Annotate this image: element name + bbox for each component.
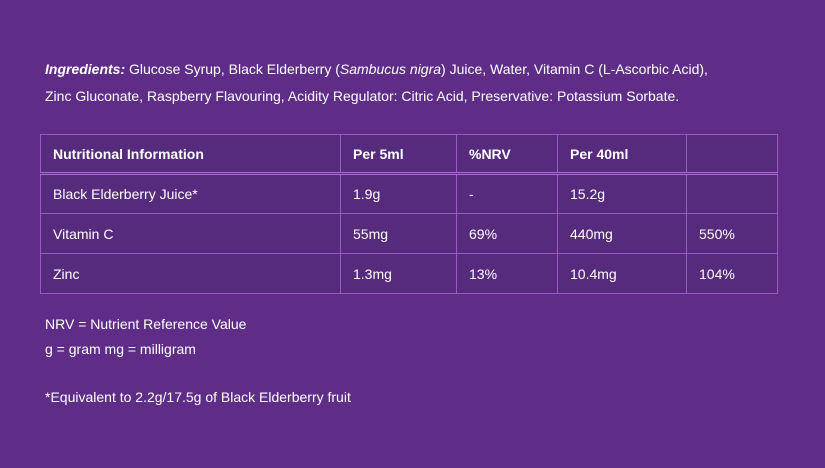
table-row: Vitamin C 55mg 69% 440mg 550% [40, 213, 778, 254]
header-cell: Per 40ml [557, 134, 687, 175]
table-cell: 104% [686, 253, 778, 294]
footnote-units: g = gram mg = milligram [45, 341, 196, 357]
table-cell: 1.3mg [340, 253, 457, 294]
table-cell: 1.9g [340, 173, 457, 214]
table-cell: 550% [686, 213, 778, 254]
table-cell: 69% [456, 213, 558, 254]
footnote-nrv: NRV = Nutrient Reference Value [45, 316, 247, 332]
table-row: Zinc 1.3mg 13% 10.4mg 104% [40, 253, 778, 294]
header-cell: Nutritional Information [40, 134, 341, 175]
nutrition-table: Nutritional Information Per 5ml %NRV Per 40… [40, 134, 778, 294]
ingredients-text: Ingredients: Glucose Syrup, Black Elderb… [45, 56, 810, 110]
ingredients-segment: Ingredients: [45, 61, 130, 77]
table-cell: 55mg [340, 213, 457, 254]
table-cell [686, 173, 778, 214]
ingredients-segment: Zinc Gluconate, Raspberry Flavouring, Ac… [45, 88, 680, 104]
table-cell: 15.2g [557, 173, 687, 214]
table-row: Black Elderberry Juice* 1.9g -15.2g [40, 173, 778, 214]
ingredients-segment: Sambucus nigra [339, 61, 442, 77]
table-cell: Black Elderberry Juice* [40, 173, 341, 214]
table-cell: - [456, 173, 558, 214]
table-cell: 13% [456, 253, 558, 294]
footnote-equivalence: *Equivalent to 2.2g/17.5g of Black Elder… [45, 389, 351, 405]
header-cell [686, 134, 778, 175]
ingredients-segment: ) Juice, Water, Vitamin C (L-Ascorbic Ac… [441, 61, 708, 77]
table-header-row: Nutritional Information Per 5ml %NRV Per 40… [40, 134, 778, 175]
header-cell: %NRV [456, 134, 558, 175]
table-cell: 440mg [557, 213, 687, 254]
table-cell: 10.4mg [557, 253, 687, 294]
table-body: Black Elderberry Juice* 1.9g -15.2g Vitamin… [40, 173, 778, 294]
table-cell: Zinc [40, 253, 341, 294]
table-cell: Vitamin C [40, 213, 341, 254]
header-cell: Per 5ml [340, 134, 457, 175]
ingredients-segment: Glucose Syrup, Black Elderberry ( [129, 61, 340, 77]
